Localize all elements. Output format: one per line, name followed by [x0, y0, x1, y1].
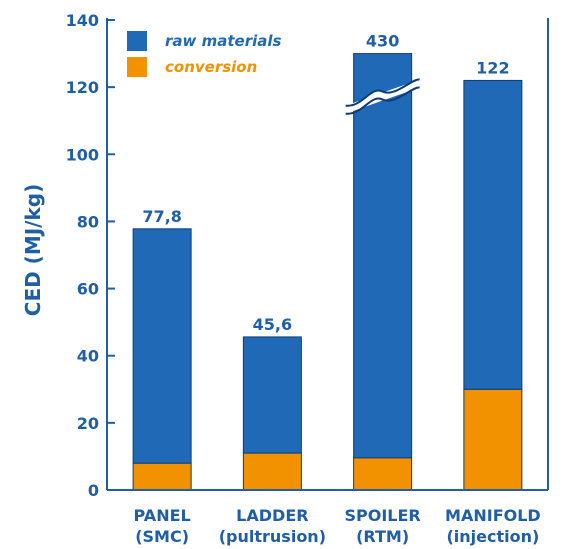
bar-raw-materials	[353, 53, 413, 459]
axes	[106, 18, 549, 491]
legend: raw materials conversion	[127, 31, 281, 77]
x-tick-label: PANEL	[134, 506, 191, 525]
x-tick-label-sub: (RTM)	[356, 527, 409, 546]
y-tick-label: 60	[77, 280, 99, 299]
bar-conversion	[242, 452, 302, 491]
y-tick-label: 120	[66, 78, 99, 97]
data-label: 45,6	[253, 315, 292, 334]
y-tick-label: 100	[66, 145, 99, 164]
legend-swatch	[127, 31, 147, 51]
x-tick-label: LADDER	[236, 506, 308, 525]
y-tick-label: 0	[88, 481, 99, 500]
x-tick-label-sub: (SMC)	[135, 527, 189, 546]
y-tick-label: 80	[77, 212, 99, 231]
x-axis-labels: PANEL (SMC) LADDER (pultrusion) SPOILER (RTM)…	[134, 506, 541, 546]
legend-swatch	[127, 57, 147, 77]
data-label: 430	[366, 32, 399, 51]
bar-conversion	[132, 462, 192, 491]
bar-raw-materials	[463, 79, 523, 390]
bar-conversion	[463, 388, 523, 491]
axis-break-line	[345, 78, 420, 107]
bar-raw-materials	[242, 336, 302, 454]
x-tick-label: MANIFOLD	[445, 506, 541, 525]
legend-label: conversion	[165, 58, 257, 76]
x-tick-label: SPOILER	[345, 506, 421, 525]
y-tick-label: 140	[66, 11, 99, 30]
y-axis-ticks: 0 20 40 60 80 100 120 140	[66, 11, 115, 500]
x-tick-label-sub: (pultrusion)	[219, 527, 326, 546]
y-tick-label: 20	[77, 414, 99, 433]
bar-raw-materials	[132, 228, 192, 464]
data-labels: 77,8 45,6 430 122	[142, 32, 509, 334]
axis-break-line	[345, 86, 420, 115]
legend-label: raw materials	[165, 32, 281, 50]
x-tick-label-sub: (injection)	[446, 527, 539, 546]
data-label: 77,8	[142, 207, 181, 226]
data-label: 122	[476, 58, 509, 77]
y-axis-label: CED (MJ/kg)	[21, 184, 45, 316]
bar-conversion	[353, 457, 413, 491]
bars	[132, 53, 523, 491]
y-tick-label: 40	[77, 347, 99, 366]
